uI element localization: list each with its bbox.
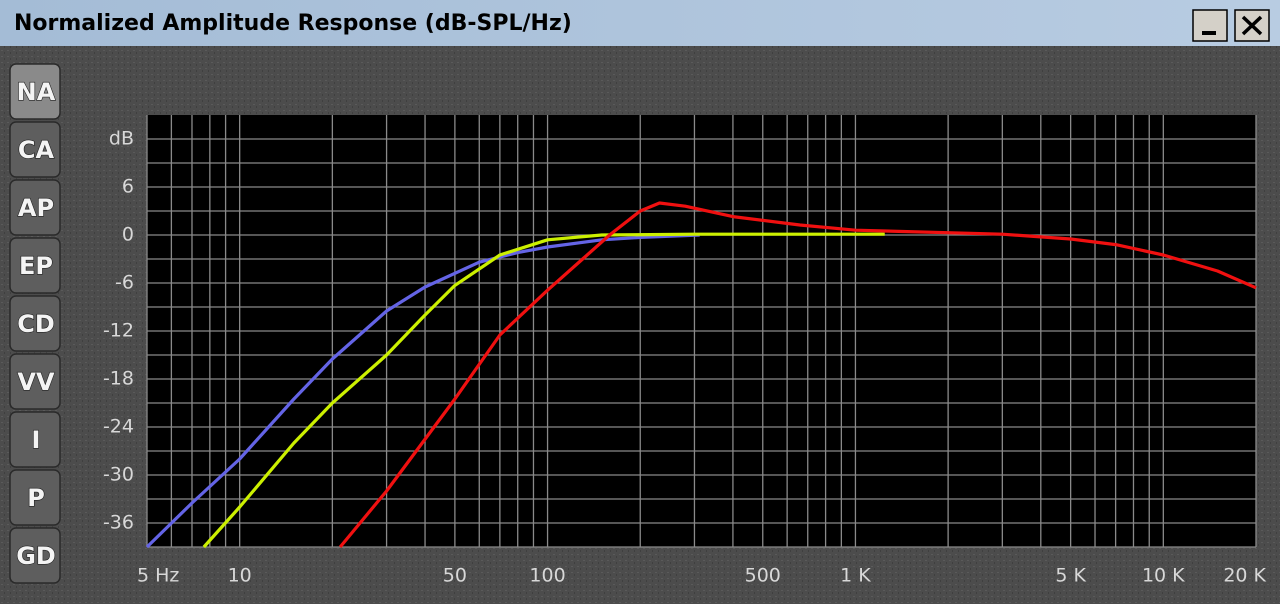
tab-label[interactable]: EP (18, 251, 53, 280)
tab-label[interactable]: P (27, 483, 46, 512)
tab-button[interactable] (9, 63, 61, 120)
y-tick-label: -6 (115, 272, 134, 294)
tab-button[interactable] (9, 295, 61, 352)
x-tick-label: 100 (529, 565, 565, 587)
series (145, 201, 1257, 549)
x-tick-label: 20 K (1223, 565, 1266, 587)
x-tick-label: 10 (228, 565, 252, 587)
tab-button[interactable] (9, 469, 61, 526)
tab-label[interactable]: NA (16, 77, 56, 106)
x-tick-label: 50 (443, 565, 467, 587)
window-title: Normalized Amplitude Response (dB-SPL/Hz… (14, 11, 572, 36)
tab-bar: NA CA AP EP CD VV IP GD (9, 63, 61, 584)
axis-labels: 5 Hz 10 50 100 500 1 K 5 K 10 K 20 K 6 0 -6 -12 -18 -2… (103, 128, 1267, 587)
y-tick-label: 6 (122, 176, 134, 198)
close-button[interactable] (1234, 9, 1270, 42)
tab-button[interactable] (9, 179, 61, 236)
tab-button[interactable] (9, 353, 61, 410)
tab-label[interactable]: GD (16, 541, 57, 570)
tab[interactable]: CD (9, 295, 61, 352)
tab-button[interactable] (9, 121, 61, 178)
x-tick-label: 1 K (840, 565, 871, 587)
tab[interactable]: VV (9, 353, 61, 410)
tab-label[interactable]: CA (17, 135, 55, 164)
y-tick-label: -30 (103, 464, 134, 486)
tab[interactable]: P (9, 469, 61, 526)
tab-label[interactable]: I (31, 425, 41, 454)
y-tick-label: -12 (103, 320, 134, 342)
tab-button[interactable] (9, 527, 61, 584)
series-line (202, 232, 885, 549)
tab[interactable]: AP (9, 179, 61, 236)
x-tick-label: 5 Hz (137, 565, 179, 587)
tab[interactable]: GD (9, 527, 61, 584)
y-tick-label: -18 (103, 368, 134, 390)
tab[interactable]: I (9, 411, 61, 468)
minimize-button[interactable] (1192, 9, 1228, 42)
tab[interactable]: CA (9, 121, 61, 178)
tab-label[interactable]: CD (17, 309, 56, 338)
y-axis-label: dB (109, 128, 134, 150)
x-tick-label: 500 (745, 565, 781, 587)
tab-button[interactable] (9, 237, 61, 294)
tab-button[interactable] (9, 411, 61, 468)
y-tick-label: -24 (103, 416, 134, 438)
tab-label[interactable]: VV (17, 367, 56, 396)
x-tick-label: 10 K (1142, 565, 1185, 587)
tab[interactable]: EP (9, 237, 61, 294)
y-tick-label: -36 (103, 512, 134, 534)
y-tick-label: 0 (122, 224, 134, 246)
title-bar (0, 0, 1280, 46)
tab[interactable]: NA (9, 63, 61, 120)
series-line (338, 201, 1257, 549)
x-tick-label: 5 K (1055, 565, 1086, 587)
tab-label[interactable]: AP (17, 193, 54, 222)
